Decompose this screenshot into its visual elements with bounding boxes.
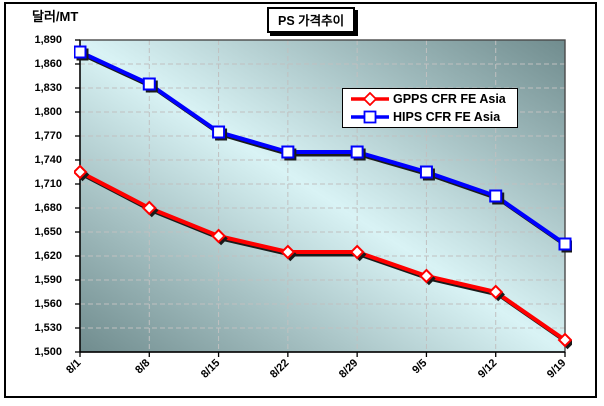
- y-tick-label: 1,860: [34, 58, 62, 70]
- chart-title: PS 가격추이: [278, 14, 345, 28]
- y-axis-unit-label: 달러/MT: [32, 9, 79, 24]
- x-tick-label: 8/8: [133, 357, 153, 377]
- x-tick-label: 9/5: [410, 357, 430, 377]
- y-tick-label: 1,770: [34, 130, 62, 142]
- y-tick-label: 1,650: [34, 226, 62, 238]
- y-tick-label: 1,800: [34, 106, 62, 118]
- x-tick-label: 9/12: [475, 357, 500, 381]
- y-tick-label: 1,680: [34, 202, 62, 214]
- y-tick-label: 1,500: [34, 346, 62, 358]
- legend: GPPS CFR FE Asia HIPS CFR FE Asia: [342, 88, 518, 128]
- x-tick-label: 9/19: [544, 357, 569, 381]
- legend-label-gpps: GPPS CFR FE Asia: [393, 92, 506, 106]
- x-tick-label: 8/1: [64, 357, 84, 377]
- y-tick-label: 1,530: [34, 322, 62, 334]
- y-tick-label: 1,620: [34, 250, 62, 262]
- hips-line-square-marker-icon: [350, 110, 390, 124]
- legend-item-gpps: GPPS CFR FE Asia: [350, 90, 517, 108]
- x-tick-label: 8/29: [336, 357, 361, 381]
- x-tick-label: 8/22: [267, 357, 292, 381]
- chart-title-box: PS 가격추이: [267, 7, 356, 33]
- y-tick-label: 1,890: [34, 34, 62, 46]
- legend-item-hips: HIPS CFR FE Asia: [350, 108, 517, 126]
- gpps-line-diamond-marker-icon: [350, 91, 390, 107]
- y-tick-label: 1,830: [34, 82, 62, 94]
- y-tick-label: 1,560: [34, 298, 62, 310]
- plot-area: [72, 34, 575, 360]
- y-tick-label: 1,740: [34, 154, 62, 166]
- y-tick-label: 1,710: [34, 178, 62, 190]
- y-tick-label: 1,590: [34, 274, 62, 286]
- legend-label-hips: HIPS CFR FE Asia: [393, 110, 501, 124]
- x-tick-label: 8/15: [198, 357, 223, 381]
